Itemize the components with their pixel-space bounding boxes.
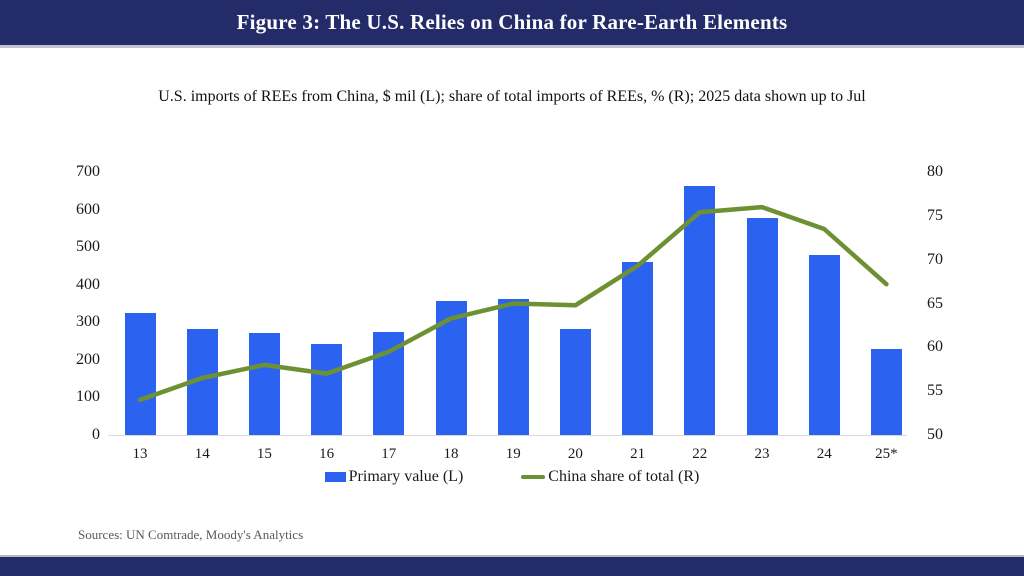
bar-20 [559, 328, 591, 435]
left-axis-tick: 400 [76, 275, 100, 293]
bar-16 [311, 343, 343, 435]
x-axis-label-16: 16 [319, 446, 335, 462]
left-axis-tick: 500 [76, 238, 100, 256]
x-axis-label-24: 24 [816, 446, 832, 462]
chart-legend: Primary value (L) China share of total (… [0, 468, 1024, 486]
source-note: Sources: UN Comtrade, Moody's Analytics [78, 527, 304, 542]
page-title: Figure 3: The U.S. Relies on China for R… [236, 10, 788, 34]
footer-band [0, 555, 1024, 576]
x-axis-label-15: 15 [256, 446, 272, 462]
bar-17 [373, 331, 405, 435]
bar-13 [124, 312, 156, 435]
x-axis-label-14: 14 [194, 446, 210, 462]
bar-21 [622, 262, 654, 435]
right-axis-tick: 80 [927, 163, 943, 180]
x-axis-label-13: 13 [132, 446, 148, 462]
bar-23 [746, 217, 778, 435]
left-axis-tick: 100 [76, 388, 100, 406]
x-axis-label-20: 20 [567, 446, 583, 462]
legend-item-china-share: China share of total (R) [521, 468, 699, 486]
right-axis-tick: 70 [927, 250, 943, 268]
bar-14 [186, 328, 218, 435]
right-axis-tick: 65 [927, 294, 943, 312]
right-axis-tick: 60 [927, 338, 943, 356]
x-axis-label-25: 25* [875, 446, 898, 462]
right-axis-tick: 75 [927, 206, 943, 224]
x-axis-line [108, 435, 907, 436]
bar-25* [870, 349, 902, 435]
bar-swatch-icon [324, 472, 346, 482]
x-axis-label-17: 17 [381, 446, 397, 462]
left-axis-tick: 600 [76, 200, 100, 218]
right-axis-tick: 55 [927, 382, 943, 400]
bar-15 [248, 332, 280, 435]
bar-22 [684, 185, 716, 435]
x-axis-label-19: 19 [505, 446, 521, 462]
x-axis-label-22: 22 [692, 446, 708, 462]
line-swatch-icon [521, 475, 546, 479]
left-axis-tick: 700 [76, 163, 100, 180]
legend-item-primary-value: Primary value (L) [324, 468, 464, 486]
header-band: Figure 3: The U.S. Relies on China for R… [0, 0, 1024, 48]
x-axis-label-21: 21 [630, 446, 646, 462]
bar-24 [808, 255, 840, 435]
x-axis-label-23: 23 [754, 446, 770, 462]
legend-label: Primary value (L) [348, 468, 464, 485]
bar-19 [497, 298, 529, 435]
x-axis-label-18: 18 [443, 446, 459, 462]
right-axis-tick: 50 [927, 426, 943, 443]
legend-label: China share of total (R) [548, 468, 700, 485]
left-axis-tick: 0 [92, 426, 100, 443]
bar-18 [435, 300, 467, 435]
left-axis-tick: 200 [76, 350, 100, 368]
chart-subtitle: U.S. imports of REEs from China, $ mil (… [158, 88, 866, 105]
left-axis-tick: 300 [76, 313, 100, 331]
